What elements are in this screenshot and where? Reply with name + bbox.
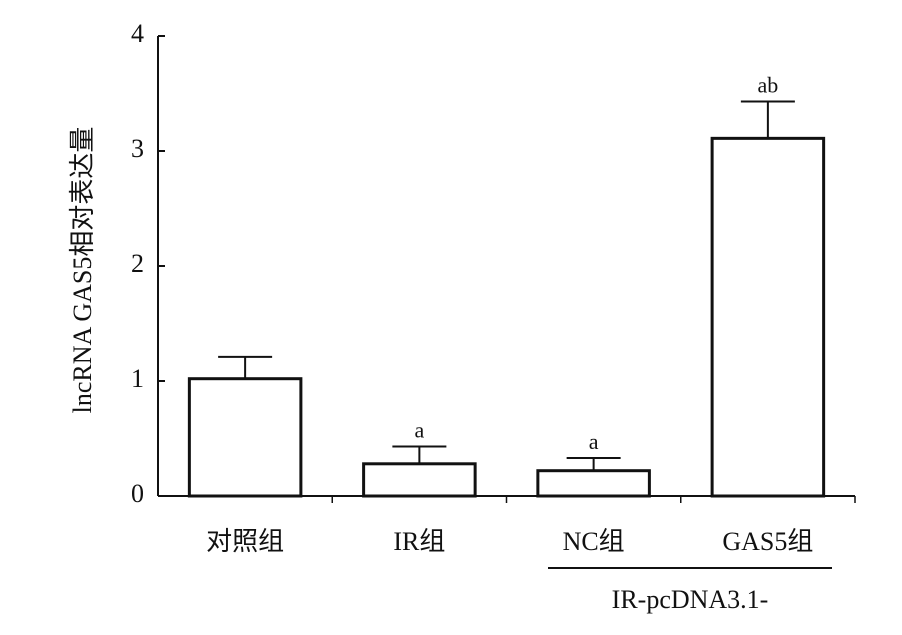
bar	[362, 462, 477, 498]
annotation: a	[589, 429, 599, 454]
y-axis-label: lncRNA GAS5相对表达量	[68, 127, 97, 414]
y-tick-label: 2	[131, 249, 144, 278]
group-label: IR-pcDNA3.1-	[612, 585, 769, 614]
y-tick-label: 1	[131, 364, 144, 393]
x-tick-label: GAS5组	[722, 527, 813, 556]
y-tick-label: 0	[131, 479, 144, 508]
y-tick-label: 3	[131, 134, 144, 163]
x-tick-label: NC组	[563, 527, 625, 556]
annotation: ab	[757, 73, 778, 98]
annotation: a	[414, 418, 424, 443]
x-tick-label: 对照组	[206, 527, 284, 556]
y-tick-label: 4	[131, 19, 144, 48]
bar	[536, 469, 651, 498]
x-tick-label: IR组	[393, 527, 445, 556]
bar	[710, 136, 826, 498]
bar	[187, 377, 303, 498]
